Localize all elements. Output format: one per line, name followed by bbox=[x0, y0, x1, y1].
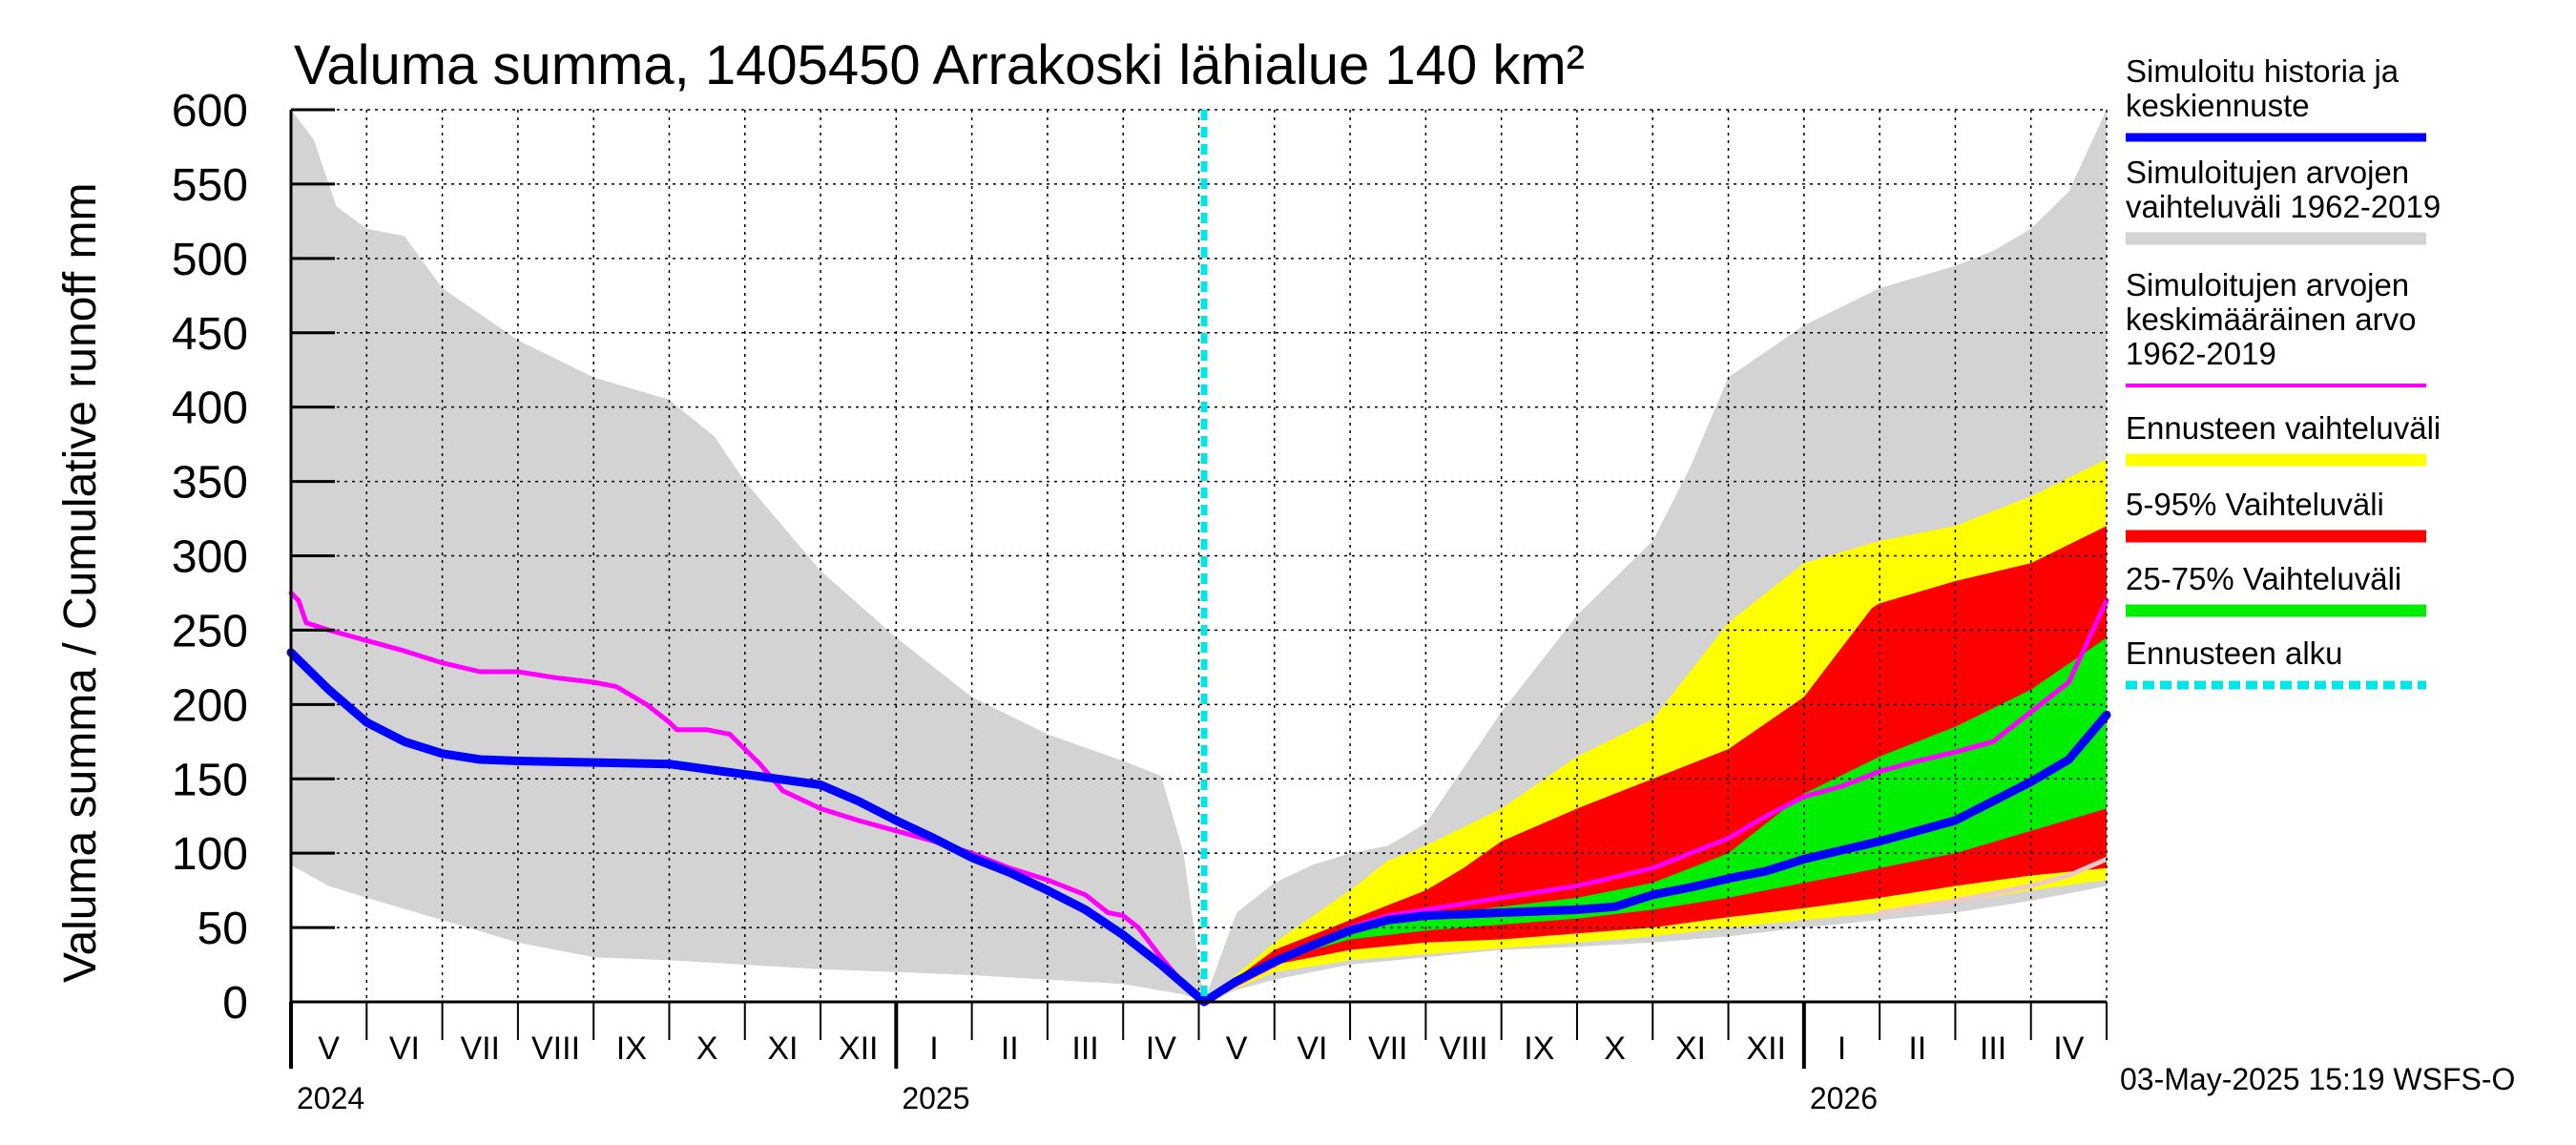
series-line-1 bbox=[288, 591, 2109, 1005]
series-line-3 bbox=[1877, 856, 2109, 915]
y-tick-label-150: 150 bbox=[172, 755, 248, 805]
legend-label-4-line-1: Ennusteen vaihteluväli bbox=[2126, 410, 2441, 446]
y-tick-label-400: 400 bbox=[172, 384, 248, 434]
month-label-14: VI bbox=[1297, 1030, 1327, 1067]
month-label-10: II bbox=[1001, 1030, 1019, 1067]
legend-label-5-line-1: 5-95% Vaihteluväli bbox=[2126, 487, 2384, 522]
y-tick-label-50: 50 bbox=[197, 904, 248, 954]
month-label-9: I bbox=[929, 1030, 938, 1067]
month-label-18: X bbox=[1604, 1030, 1626, 1067]
legend-label-3-line-2: keskimääräinen arvo bbox=[2126, 302, 2416, 337]
month-label-8: XII bbox=[839, 1030, 879, 1067]
month-label-24: IV bbox=[2053, 1030, 2084, 1067]
x-tick-labels: V VI VII VIII IX X XI XII I II III IV V VI VII VIII IX X X… bbox=[297, 1030, 2085, 1115]
year-label-2024: 2024 bbox=[297, 1081, 364, 1115]
year-label-2026: 2026 bbox=[1810, 1081, 1878, 1115]
legend-label-6-line-1: 25-75% Vaihteluväli bbox=[2126, 561, 2401, 596]
month-label-16: VIII bbox=[1440, 1030, 1488, 1067]
month-label-11: III bbox=[1071, 1030, 1098, 1067]
legend-label-1-line-1: Simuloitu historia ja bbox=[2126, 53, 2399, 89]
month-label-17: IX bbox=[1524, 1030, 1554, 1067]
month-label-3: VII bbox=[460, 1030, 500, 1067]
y-tick-label-450: 450 bbox=[172, 309, 248, 360]
timestamp-footer: 03-May-2025 15:19 WSFS-O bbox=[2120, 1062, 2515, 1096]
y-tick-label-300: 300 bbox=[172, 532, 248, 583]
year-label-2025: 2025 bbox=[902, 1081, 969, 1115]
legend-label-1-line-2: keskiennuste bbox=[2126, 88, 2310, 123]
month-label-5: IX bbox=[616, 1030, 647, 1067]
month-label-7: XI bbox=[767, 1030, 798, 1067]
month-label-21: I bbox=[1838, 1030, 1846, 1067]
month-label-19: XI bbox=[1675, 1030, 1706, 1067]
legend-label-2-line-2: vaihteluväli 1962-2019 bbox=[2126, 189, 2441, 224]
y-tick-label-550: 550 bbox=[172, 160, 248, 211]
y-tick-label-500: 500 bbox=[172, 235, 248, 285]
plot-axes bbox=[289, 108, 2108, 1069]
band-3 bbox=[1204, 526, 2107, 1002]
plot-bands bbox=[291, 110, 2107, 1002]
month-label-12: IV bbox=[1146, 1030, 1176, 1067]
month-label-20: XII bbox=[1746, 1030, 1786, 1067]
legend-label-7-line-1: Ennusteen alku bbox=[2126, 635, 2343, 671]
month-label-22: II bbox=[1908, 1030, 1926, 1067]
month-label-13: V bbox=[1226, 1030, 1248, 1067]
month-label-6: X bbox=[696, 1030, 718, 1067]
y-tick-label-200: 200 bbox=[172, 680, 248, 731]
chart-title: Valuma summa, 1405450 Arrakoski lähialue… bbox=[294, 34, 1585, 96]
y-tick-label-0: 0 bbox=[222, 978, 248, 1029]
month-label-23: III bbox=[1980, 1030, 2006, 1067]
legend-label-3-line-3: 1962-2019 bbox=[2126, 336, 2276, 371]
y-tick-label-250: 250 bbox=[172, 606, 248, 656]
y-tick-label-350: 350 bbox=[172, 458, 248, 509]
y-axis-label: Valuma summa / Cumulative runoff mm bbox=[55, 183, 106, 984]
legend-label-3-line-1: Simuloitujen arvojen bbox=[2126, 267, 2409, 302]
y-tick-labels: 0 50 100 150 200 250 300 350 400 450 500 550 600 bbox=[172, 86, 248, 1029]
month-label-15: VII bbox=[1368, 1030, 1408, 1067]
month-label-2: VI bbox=[389, 1030, 420, 1067]
legend-label-2-line-1: Simuloitujen arvojen bbox=[2126, 155, 2409, 190]
y-tick-label-600: 600 bbox=[172, 86, 248, 136]
month-label-4: VIII bbox=[531, 1030, 580, 1067]
band-4 bbox=[1204, 637, 2107, 1002]
y-tick-label-100: 100 bbox=[172, 829, 248, 880]
month-label-1: V bbox=[318, 1030, 340, 1067]
